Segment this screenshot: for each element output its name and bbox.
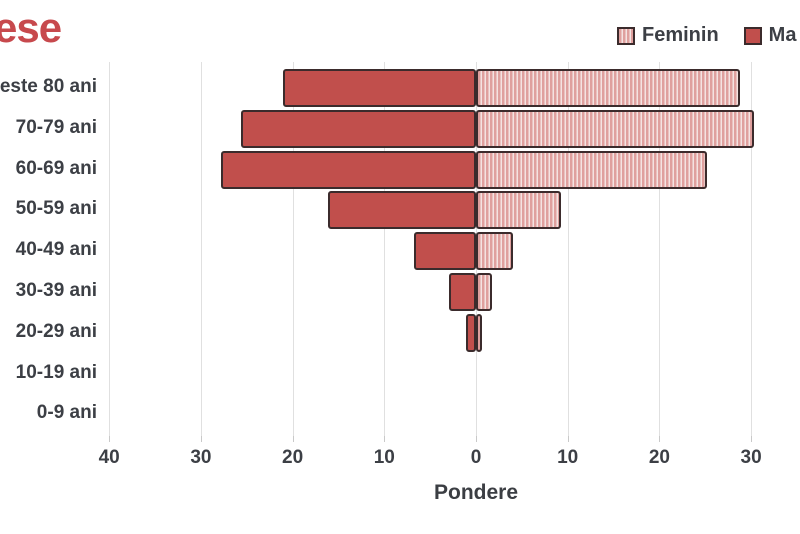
gridline [567, 62, 569, 436]
bar-female-este-80-ani [476, 69, 741, 107]
bar-female-20-29-ani [476, 313, 482, 352]
y-axis-label-50-59-ani: 50-59 ani [15, 198, 97, 220]
legend: Feminin Ma [617, 24, 796, 47]
x-tick-0-4: 0 [470, 447, 482, 468]
tick-mark [659, 436, 661, 442]
legend-item-ma: Ma [743, 24, 797, 47]
bar-male-50-59-ani [328, 191, 476, 230]
y-axis-label-este-80-ani: este 80 ani [0, 76, 97, 97]
x-tick-20-6: 20 [648, 447, 670, 468]
x-tick-20-2: 20 [282, 447, 304, 468]
bar-female-60-69-ani [476, 150, 708, 189]
y-axis-label-40-49-ani: 40-49 ani [15, 239, 97, 261]
gridline [292, 62, 294, 436]
gridline [659, 62, 661, 436]
bar-male-este-80-ani [282, 69, 476, 107]
gridline [200, 62, 202, 436]
legend-label: Feminin [642, 24, 719, 46]
bar-female-50-59-ani [476, 191, 562, 230]
legend-swatch-striped-icon [617, 26, 635, 45]
y-axis-label-60-69-ani: 60-69 ani [15, 157, 97, 179]
y-axis-label-70-79-ani: 70-79 ani [15, 116, 97, 138]
bar-male-20-29-ani [465, 313, 476, 352]
tick-mark [109, 436, 111, 442]
bar-male-30-39-ani [449, 273, 476, 311]
bar-female-70-79-ani [476, 109, 754, 148]
tick-mark [384, 436, 386, 442]
x-tick-10-3: 10 [373, 447, 395, 468]
legend-label: Ma [768, 24, 797, 46]
chart-title: ese [0, 4, 62, 51]
x-tick-30-7: 30 [740, 447, 762, 468]
x-tick-10-5: 10 [557, 447, 579, 468]
y-axis-label-30-39-ani: 30-39 ani [15, 280, 97, 301]
y-axis-label-20-29-ani: 20-29 ani [15, 320, 97, 342]
y-axis-label-0-9-ani: 0-9 ani [36, 402, 97, 424]
gridline [109, 62, 111, 436]
tick-mark [476, 436, 477, 442]
legend-swatch-solid-icon [743, 26, 762, 45]
bar-male-70-79-ani [241, 109, 476, 148]
bar-female-40-49-ani [476, 232, 513, 271]
bar-female-30-39-ani [476, 273, 492, 311]
tick-mark [751, 436, 753, 442]
y-axis-label-10-19-ani: 10-19 ani [15, 361, 97, 383]
tick-mark [200, 436, 202, 442]
gridline [751, 62, 753, 436]
tick-mark [567, 436, 569, 442]
tick-mark [292, 436, 294, 442]
legend-item-feminin: Feminin [617, 24, 719, 47]
gridline [384, 62, 386, 436]
x-tick-40-0: 40 [98, 447, 120, 468]
bar-male-40-49-ani [413, 232, 476, 271]
x-axis-title: Pondere [433, 481, 519, 504]
x-tick-30-1: 30 [190, 447, 212, 468]
bar-male-60-69-ani [221, 150, 476, 189]
